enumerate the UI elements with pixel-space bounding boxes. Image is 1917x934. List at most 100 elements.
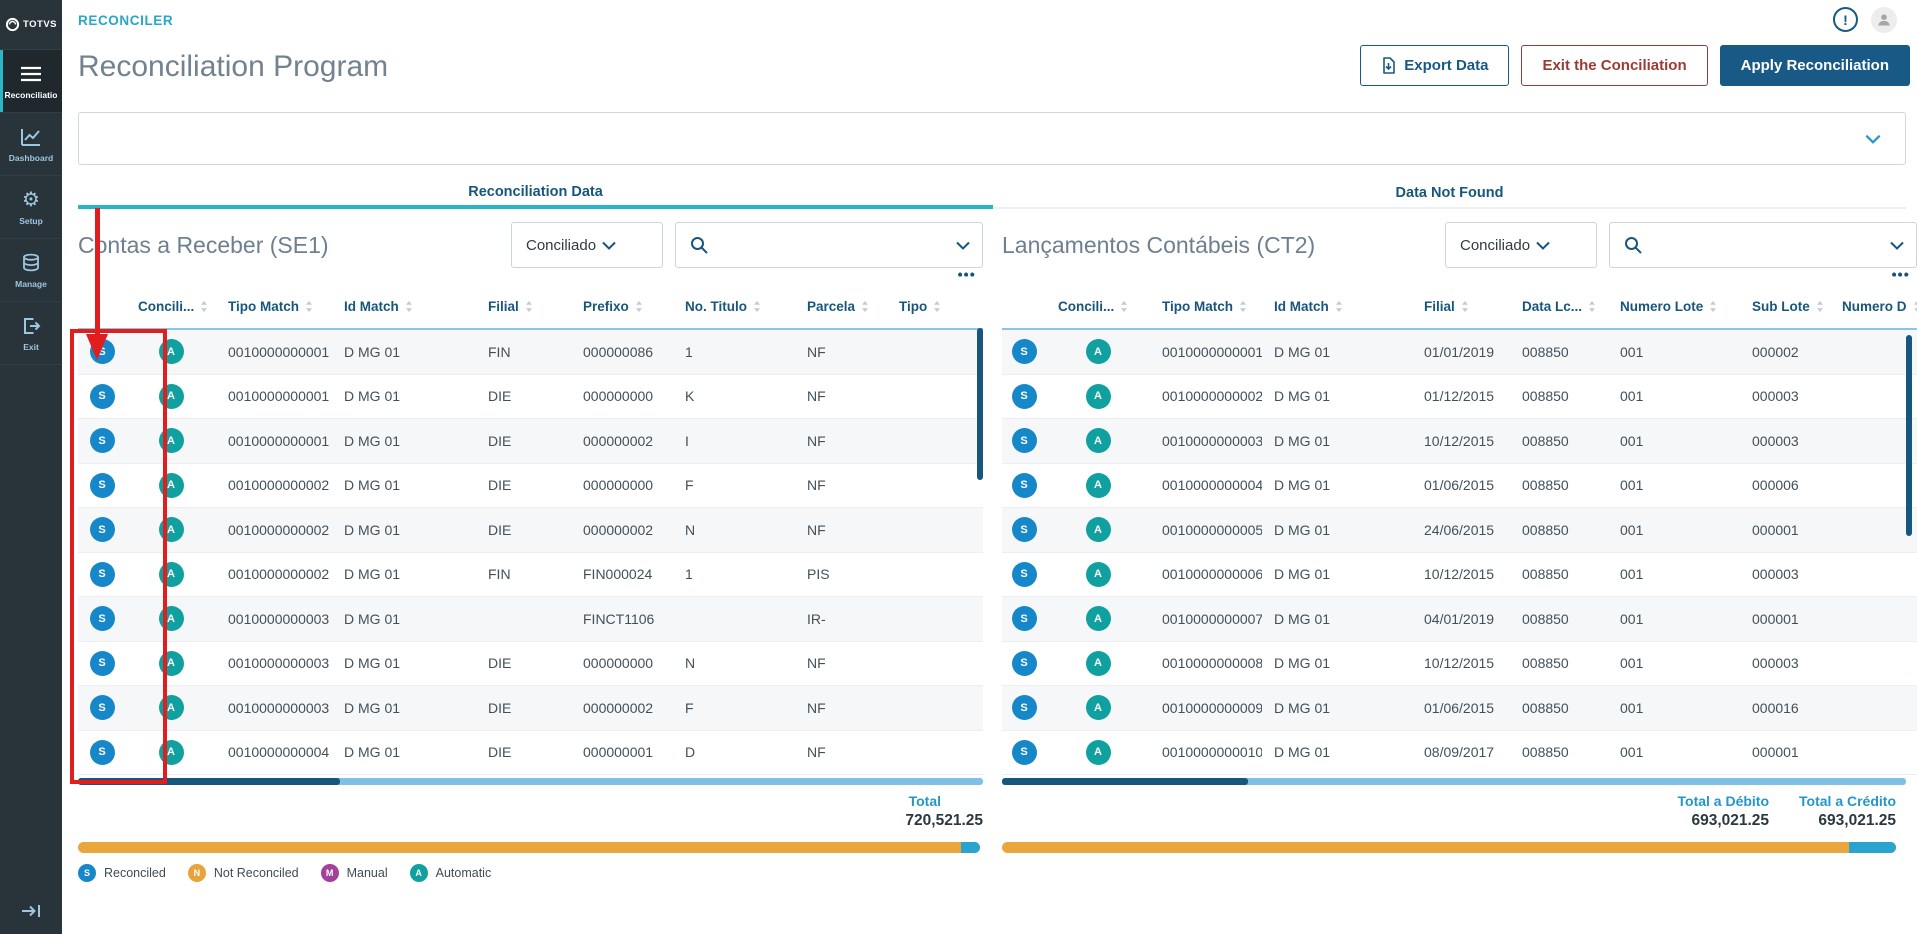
row-actions-button[interactable]: ••• xyxy=(957,267,976,282)
table-row[interactable]: ••• S A 0010000000008 D MG 01 10/12/2015 00885… xyxy=(1002,267,1917,686)
column-header-concili[interactable]: Concili... xyxy=(126,299,216,314)
notification-icon[interactable]: ! xyxy=(1833,7,1858,32)
column-header-no-titulo[interactable]: No. Titulo xyxy=(673,299,795,314)
column-header-label: Numero Lote xyxy=(1620,298,1704,314)
left-conciliado-select[interactable]: Conciliado xyxy=(511,222,663,268)
table-row[interactable]: ••• S A 0010000000001 D MG 01 DIE 000000002 I NF xyxy=(78,267,983,464)
data-cell: 008850 xyxy=(1522,566,1569,583)
table-row[interactable]: ••• S A 0010000000003 D MG 01 DIE 000000000 N NF xyxy=(78,267,983,686)
sidebar-item-dashboard[interactable]: Dashboard xyxy=(0,113,62,176)
row-actions-button[interactable]: ••• xyxy=(1891,267,1910,282)
row-actions-button[interactable]: ••• xyxy=(1891,267,1910,282)
table-row[interactable]: ••• S A 0010000000003 D MG 01 FINCT1106 IR- xyxy=(78,267,983,642)
column-header-id-match[interactable]: Id Match xyxy=(332,299,476,314)
row-actions-button[interactable]: ••• xyxy=(957,267,976,282)
data-cell: FIN xyxy=(488,343,511,360)
automatic-badge: A xyxy=(158,606,184,632)
concili-cell: S xyxy=(78,650,126,676)
column-header-sub-lote[interactable]: Sub Lote xyxy=(1740,299,1830,314)
row-actions-button[interactable]: ••• xyxy=(1891,267,1910,282)
row-actions-button[interactable]: ••• xyxy=(957,267,976,282)
legend-item-automatic: A Automatic xyxy=(409,864,491,882)
table-row[interactable]: ••• S A 0010000000009 D MG 01 01/06/2015 00885… xyxy=(1002,267,1917,731)
data-cell: 000000000 xyxy=(583,388,654,405)
filter-collapse-panel[interactable] xyxy=(78,112,1906,165)
row-actions-button[interactable]: ••• xyxy=(957,267,976,282)
table-row[interactable]: ••• S A 0010000000005 D MG 01 24/06/2015 00885… xyxy=(1002,267,1917,553)
table-row[interactable]: ••• S A 0010000000004 D MG 01 DIE 000000001 D NF xyxy=(78,267,983,775)
column-header-tipo[interactable]: Tipo xyxy=(887,299,983,314)
right-search-input[interactable] xyxy=(1609,222,1917,268)
table-row[interactable]: ••• S A 0010000000001 D MG 01 01/01/2019 00885… xyxy=(1002,267,1917,375)
tab-reconciliation-data[interactable]: Reconciliation Data xyxy=(78,178,993,209)
table-row[interactable]: ••• S A 0010000000010 D MG 01 08/09/2017 00885… xyxy=(1002,267,1917,775)
column-header-label: Tipo Match xyxy=(1162,298,1234,314)
sidebar-collapse-button[interactable] xyxy=(0,896,62,926)
scrollbar-thumb[interactable] xyxy=(78,778,340,785)
row-actions-button[interactable]: ••• xyxy=(957,267,976,282)
row-actions-button[interactable]: ••• xyxy=(957,267,976,282)
row-actions-button[interactable]: ••• xyxy=(1891,267,1910,282)
right-vertical-scrollbar[interactable] xyxy=(1906,335,1912,536)
table-row[interactable]: ••• S A 0010000000002 D MG 01 DIE 000000002 N NF xyxy=(78,267,983,553)
reconciled-badge: S xyxy=(89,517,115,543)
column-header-data-lc[interactable]: Data Lc... xyxy=(1510,299,1608,314)
row-actions-button[interactable]: ••• xyxy=(1891,267,1910,282)
table-row[interactable]: ••• S A 0010000000007 D MG 01 04/01/2019 00885… xyxy=(1002,267,1917,642)
left-vertical-scrollbar[interactable] xyxy=(977,328,983,480)
column-header-filial[interactable]: Filial xyxy=(476,299,571,314)
sidebar-item-manage[interactable]: Manage xyxy=(0,239,62,302)
sidebar-item-label: Exit xyxy=(23,341,39,352)
column-header-tipo-match[interactable]: Tipo Match xyxy=(1150,299,1262,314)
column-header-numero-d[interactable]: Numero D xyxy=(1830,299,1917,314)
column-header-tipo-match[interactable]: Tipo Match xyxy=(216,299,332,314)
sidebar-item-exit[interactable]: Exit xyxy=(0,302,62,365)
column-header-filial[interactable]: Filial xyxy=(1412,299,1510,314)
row-actions-button[interactable]: ••• xyxy=(957,267,976,282)
table-row[interactable]: ••• S A 0010000000002 D MG 01 FIN FIN000024 1 PI… xyxy=(78,267,983,597)
table-row[interactable]: ••• S A 0010000000002 D MG 01 DIE 000000000 F NF xyxy=(78,267,983,508)
row-actions-button[interactable]: ••• xyxy=(957,267,976,282)
column-header-numero-lote[interactable]: Numero Lote xyxy=(1608,299,1740,314)
row-actions-button[interactable]: ••• xyxy=(957,267,976,282)
row-actions-button[interactable]: ••• xyxy=(1891,267,1910,282)
column-header-prefixo[interactable]: Prefixo xyxy=(571,299,673,314)
exit-conciliation-button[interactable]: Exit the Conciliation xyxy=(1521,45,1708,86)
table-row[interactable]: ••• S A 0010000000003 D MG 01 10/12/2015 00885… xyxy=(1002,267,1917,464)
table-row[interactable]: ••• S A 0010000000001 D MG 01 DIE 000000000 K NF xyxy=(78,267,983,419)
automatic-badge: A xyxy=(1085,695,1111,721)
left-horizontal-scrollbar[interactable] xyxy=(78,778,983,785)
data-cell: 0010000000003 xyxy=(228,610,330,627)
table-row[interactable]: ••• S A 0010000000002 D MG 01 01/12/2015 00885… xyxy=(1002,267,1917,419)
tipo-match-cell: A xyxy=(1046,339,1150,365)
data-cell: 008850 xyxy=(1522,744,1569,761)
column-header-parcela[interactable]: Parcela xyxy=(795,299,887,314)
row-actions-button[interactable]: ••• xyxy=(957,267,976,282)
column-header-concili[interactable]: Concili... xyxy=(1046,299,1150,314)
row-actions-button[interactable]: ••• xyxy=(1891,267,1910,282)
scrollbar-thumb[interactable] xyxy=(1002,778,1248,785)
table-row[interactable]: ••• S A 0010000000003 D MG 01 DIE 000000002 F NF xyxy=(78,267,983,731)
tab-data-not-found[interactable]: Data Not Found xyxy=(993,178,1906,209)
table-row[interactable]: ••• S A 0010000000004 D MG 01 01/06/2015 00885… xyxy=(1002,267,1917,508)
sidebar-item-setup[interactable]: ⚙ Setup xyxy=(0,176,62,239)
data-cell: 001 xyxy=(1620,655,1644,672)
table-row[interactable]: ••• S A 0010000000006 D MG 01 10/12/2015 00885… xyxy=(1002,267,1917,597)
user-icon xyxy=(1878,14,1890,26)
right-conciliado-select[interactable]: Conciliado xyxy=(1445,222,1597,268)
right-horizontal-scrollbar[interactable] xyxy=(1002,778,1906,785)
legend-badge: S xyxy=(78,864,96,882)
breadcrumb[interactable]: RECONCILER xyxy=(78,13,174,28)
sidebar-item-reconciliation[interactable]: Reconciliatio xyxy=(0,50,62,113)
row-actions-button[interactable]: ••• xyxy=(1891,267,1910,282)
table-row[interactable]: ••• S A 0010000000001 D MG 01 FIN 000000086 1 NF xyxy=(78,267,983,375)
export-data-button[interactable]: Export Data xyxy=(1360,45,1510,86)
data-cell: D MG 01 xyxy=(1274,477,1331,494)
data-cell: 0010000000009 xyxy=(1162,699,1262,716)
avatar[interactable] xyxy=(1871,7,1897,33)
left-search-input[interactable] xyxy=(675,222,983,268)
row-actions-button[interactable]: ••• xyxy=(1891,267,1910,282)
apply-reconciliation-button[interactable]: Apply Reconciliation xyxy=(1719,45,1910,86)
column-header-id-match[interactable]: Id Match xyxy=(1262,299,1412,314)
row-actions-button[interactable]: ••• xyxy=(1891,267,1910,282)
